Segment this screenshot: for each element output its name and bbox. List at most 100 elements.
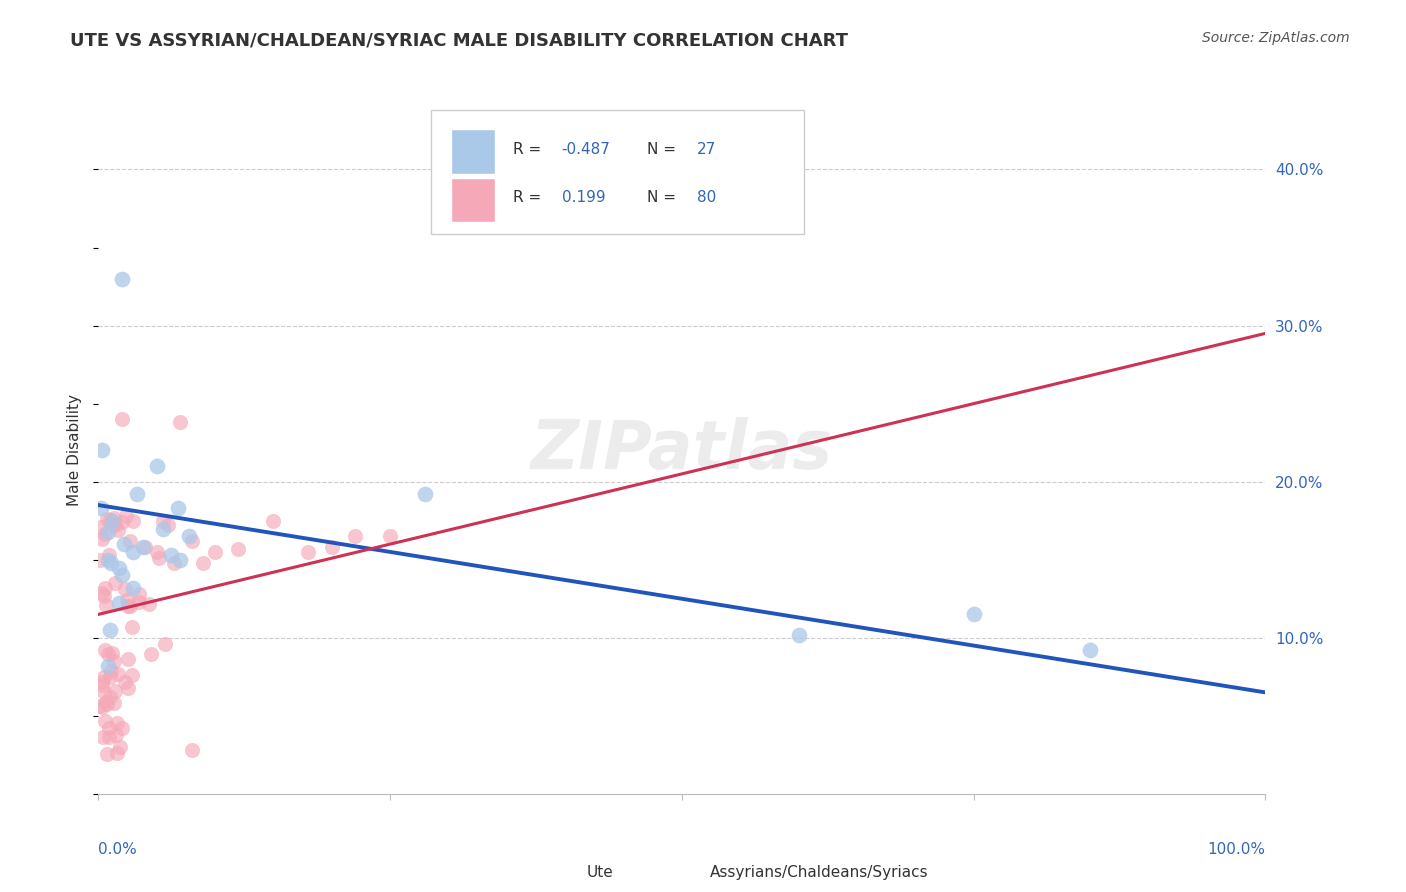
Point (104, 575, 127, 590)
Text: ZIPatlas: ZIPatlas (531, 417, 832, 483)
Point (180, 533, 202, 548)
Point (114, 582, 136, 596)
Point (105, 716, 128, 731)
Point (134, 540, 156, 554)
Point (378, 529, 402, 543)
Point (104, 684, 127, 698)
Point (101, 647, 124, 661)
Point (111, 271, 134, 285)
Point (153, 636, 176, 650)
Text: 27: 27 (697, 142, 716, 157)
Point (152, 521, 174, 535)
Point (93, 670, 115, 684)
Point (111, 721, 134, 735)
Text: R =: R = (513, 142, 546, 157)
Point (107, 667, 129, 681)
Point (93, 731, 115, 745)
Point (1080, 643, 1102, 657)
Point (98, 690, 121, 705)
Point (138, 597, 160, 611)
Point (148, 551, 170, 566)
Point (93, 685, 115, 699)
Point (111, 412, 134, 426)
Point (111, 568, 134, 582)
Text: Ute: Ute (586, 865, 613, 880)
Point (132, 540, 155, 554)
Point (100, 556, 122, 570)
Point (90, 533, 112, 547)
Point (100, 665, 122, 679)
Point (93, 589, 115, 603)
Point (122, 581, 145, 595)
Point (112, 537, 135, 551)
Point (96, 747, 118, 761)
Point (98, 721, 121, 735)
Point (90, 678, 112, 692)
Point (97, 658, 120, 673)
Point (108, 596, 131, 610)
Point (787, 628, 810, 642)
Point (344, 529, 367, 543)
Point (122, 514, 145, 528)
Point (169, 415, 191, 429)
Text: 80: 80 (697, 190, 716, 205)
Point (114, 508, 136, 523)
Point (108, 740, 131, 755)
Point (321, 540, 343, 554)
Point (125, 487, 148, 501)
Point (146, 545, 169, 559)
Point (90, 700, 112, 714)
Point (141, 648, 163, 662)
Point (121, 668, 143, 682)
Point (90, 675, 112, 690)
Point (111, 516, 134, 530)
Text: 0.0%: 0.0% (98, 842, 138, 857)
Point (98, 670, 121, 684)
Point (114, 675, 136, 690)
Point (120, 599, 142, 613)
Point (97, 548, 120, 562)
Point (97, 524, 120, 539)
Point (117, 593, 139, 607)
Bar (451, 178, 495, 222)
Point (101, 514, 124, 528)
Point (105, 747, 128, 761)
Point (90, 443, 112, 458)
Point (98, 513, 121, 527)
Point (193, 556, 215, 570)
Point (98, 623, 121, 637)
Point (87, 699, 110, 714)
Point (89, 553, 111, 567)
Point (90, 520, 112, 534)
Bar (665, 855, 702, 890)
Point (146, 458, 169, 473)
Text: N =: N = (647, 190, 681, 205)
Point (97, 647, 120, 661)
Point (159, 548, 181, 562)
Text: 100.0%: 100.0% (1208, 842, 1265, 857)
Point (228, 541, 250, 556)
Point (121, 620, 143, 634)
Bar (451, 129, 495, 174)
Point (180, 743, 202, 757)
Point (163, 556, 186, 570)
Text: Assyrians/Chaldeans/Syriacs: Assyrians/Chaldeans/Syriacs (710, 865, 928, 880)
Point (94, 695, 117, 709)
Point (117, 651, 139, 665)
Point (157, 518, 180, 533)
Point (117, 681, 139, 695)
Point (96, 512, 118, 526)
Point (297, 545, 319, 559)
Text: R =: R = (513, 190, 546, 205)
Point (108, 560, 131, 574)
Point (94, 581, 117, 595)
Point (122, 545, 145, 559)
Point (104, 518, 127, 533)
Point (413, 487, 436, 501)
Point (104, 728, 127, 742)
Point (103, 654, 125, 668)
Point (96, 598, 118, 612)
FancyBboxPatch shape (432, 111, 804, 234)
Point (166, 501, 188, 516)
Text: -0.487: -0.487 (562, 142, 610, 157)
